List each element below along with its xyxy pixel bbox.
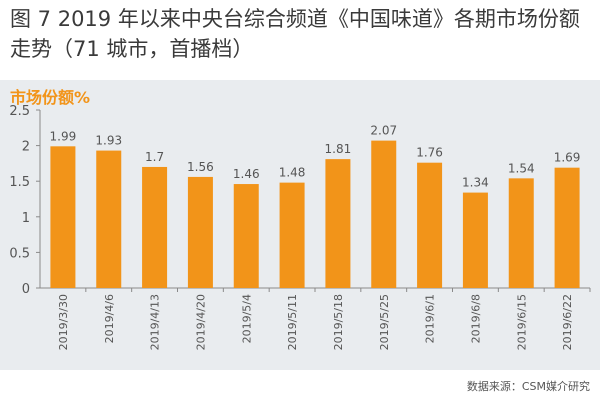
- bar: [187, 176, 213, 288]
- y-tick-label: 2.5: [9, 104, 30, 119]
- bar-value-label: 1.48: [279, 166, 306, 180]
- bar: [462, 192, 488, 288]
- bar: [96, 150, 122, 288]
- bar: [417, 162, 443, 288]
- bar: [50, 146, 76, 288]
- y-tick-label: 2: [22, 140, 30, 155]
- bar-value-label: 2.07: [370, 124, 397, 138]
- bar-chart: 0 0.5 1 1.5 2 2.5 1.99 2019/3/30 1.93 2019/4/6 1.7…: [9, 104, 591, 350]
- bar: [508, 178, 534, 288]
- y-tick-label: 1.5: [9, 175, 30, 190]
- x-tick-label: 2019/6/15: [515, 294, 528, 350]
- bar: [371, 140, 397, 288]
- y-tick-label: 1: [22, 211, 30, 226]
- bar: [279, 182, 305, 288]
- bar: [325, 159, 351, 288]
- bar-value-label: 1.7: [145, 150, 164, 164]
- bar-value-label: 1.99: [50, 129, 77, 143]
- x-tick-label: 2019/4/20: [194, 294, 207, 350]
- source-note: 数据来源：CSM媒介研究: [466, 380, 590, 393]
- bar-value-label: 1.81: [325, 142, 352, 156]
- bar-value-label: 1.56: [187, 160, 214, 174]
- bar: [233, 184, 259, 288]
- x-tick-label: 2019/4/6: [103, 294, 116, 343]
- bar-value-label: 1.34: [462, 176, 489, 190]
- x-tick-label: 2019/5/11: [286, 294, 299, 350]
- y-tick-label: 0: [22, 282, 30, 297]
- bar-value-label: 1.46: [233, 167, 260, 181]
- x-tick-label: 2019/6/1: [424, 294, 437, 343]
- x-tick-label: 2019/3/30: [57, 294, 70, 350]
- bar-value-label: 1.54: [508, 161, 535, 175]
- y-axis-title: 市场份额%: [10, 88, 91, 107]
- x-tick-label: 2019/5/18: [332, 294, 345, 350]
- bar-value-label: 1.93: [95, 134, 122, 148]
- bar-value-label: 1.76: [416, 146, 443, 160]
- x-tick-label: 2019/6/8: [469, 294, 482, 343]
- x-tick-label: 2019/6/22: [561, 294, 574, 350]
- x-tick-label: 2019/4/13: [149, 294, 162, 350]
- x-tick-label: 2019/5/4: [240, 294, 253, 343]
- bar: [554, 167, 580, 288]
- chart-title: 图 7 2019 年以来中央台综合频道《中国味道》各期市场份额走势（71 城市，…: [10, 7, 580, 61]
- x-tick-label: 2019/5/25: [378, 294, 391, 350]
- bar-value-label: 1.69: [554, 151, 581, 165]
- y-tick-label: 0.5: [9, 246, 30, 261]
- bar: [142, 166, 168, 288]
